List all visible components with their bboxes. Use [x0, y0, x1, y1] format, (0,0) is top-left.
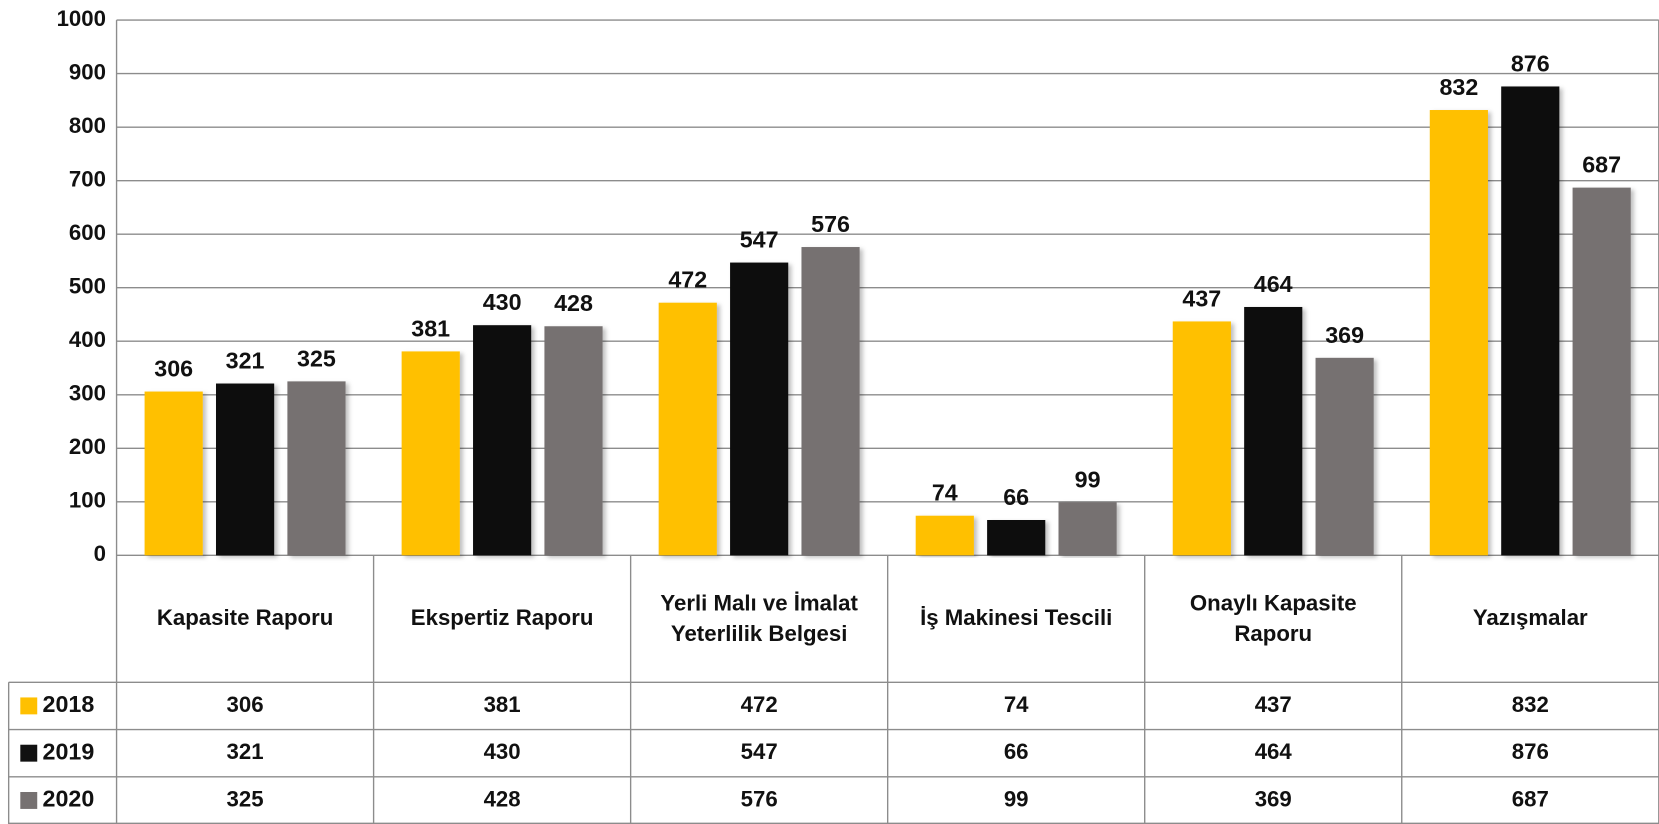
x-tick-label: İş Makinesi Tescili: [920, 606, 1113, 631]
bar: [658, 302, 717, 556]
table-value: 428: [484, 786, 521, 811]
y-tick-label: 800: [69, 113, 106, 138]
bar: [987, 520, 1046, 556]
bar: [1244, 306, 1303, 556]
x-tick-label-box: Yazışmalar: [1472, 606, 1588, 631]
legend-swatch: [20, 792, 38, 809]
data-label: 321: [226, 348, 265, 374]
table-value: 464: [1255, 739, 1293, 764]
y-tick-label: 100: [69, 488, 106, 513]
x-tick-label-box: İş Makinesi Tescili: [920, 606, 1113, 631]
table-value: 321: [227, 739, 264, 764]
data-label: 472: [668, 267, 707, 293]
x-tick-label: Yazışmalar: [1472, 606, 1588, 631]
x-tick-label-box: Ekspertiz Raporu: [410, 606, 594, 631]
table-value: 74: [1004, 692, 1029, 717]
table-value: 66: [1004, 739, 1029, 764]
y-tick-label: 600: [69, 220, 106, 245]
bar: [730, 262, 789, 556]
x-tick-label-box: Onaylı Kapasite Raporu: [1189, 590, 1357, 647]
x-tick-label: Yerli Malı ve İmalat Yeterlilik Belgesi: [660, 590, 858, 647]
y-tick-label: 1000: [57, 6, 106, 31]
table-value: 472: [741, 692, 778, 717]
table-value: 369: [1255, 786, 1292, 811]
bar: [287, 381, 346, 556]
table-value: 687: [1512, 786, 1549, 811]
data-label: 99: [1075, 466, 1101, 492]
table-value: 430: [484, 739, 521, 764]
table-value: 547: [741, 739, 778, 764]
y-tick-label: 300: [69, 381, 106, 406]
data-label: 74: [932, 480, 958, 506]
legend-label: 2019: [43, 738, 95, 764]
y-tick-label: 900: [69, 59, 106, 84]
bar: [1429, 110, 1488, 556]
data-label: 381: [411, 315, 450, 341]
data-label: 430: [483, 289, 522, 315]
bar: [401, 351, 460, 556]
data-label: 428: [554, 290, 593, 316]
x-tick-label-box: Yerli Malı ve İmalat Yeterlilik Belgesi: [660, 590, 858, 647]
legend-label: 2020: [43, 786, 95, 812]
data-label: 876: [1511, 50, 1550, 76]
x-tick-label: Ekspertiz Raporu: [410, 606, 594, 631]
data-label: 464: [1254, 271, 1293, 297]
bar: [215, 383, 275, 556]
data-label: 66: [1003, 484, 1029, 510]
legend-label: 2018: [43, 691, 95, 717]
table-value: 437: [1255, 692, 1292, 717]
data-label: 687: [1582, 152, 1621, 178]
y-tick-label: 400: [69, 327, 106, 352]
data-label: 325: [297, 345, 336, 371]
data-label: 547: [740, 227, 779, 253]
table-value: 576: [741, 786, 778, 811]
data-label: 437: [1182, 285, 1221, 311]
y-tick-label: 200: [69, 434, 106, 459]
grid: [116, 19, 1659, 557]
y-tick-label: 700: [69, 167, 106, 192]
bar: [1058, 502, 1117, 556]
y-tick-label: 0: [94, 541, 106, 566]
table-value: 832: [1512, 692, 1549, 717]
y-tick-label: 500: [69, 274, 106, 299]
data-label: 306: [154, 356, 193, 382]
table-value: 381: [484, 692, 521, 717]
x-tick-label-box: Kapasite Raporu: [156, 606, 334, 631]
table-value: 99: [1004, 786, 1029, 811]
bar: [1315, 357, 1374, 556]
bar: [801, 247, 860, 556]
bar: [1501, 86, 1560, 556]
table-value: 325: [227, 786, 264, 811]
data-label: 576: [811, 211, 850, 237]
x-tick-label: Kapasite Raporu: [156, 606, 334, 631]
legend-swatch: [20, 744, 38, 762]
bar: [473, 325, 532, 556]
bar: [1572, 187, 1631, 556]
bar: [544, 326, 603, 556]
table-value: 306: [227, 692, 264, 717]
x-tick-label: Onaylı Kapasite Raporu: [1189, 590, 1357, 647]
table-value: 876: [1512, 739, 1549, 764]
legend-swatch: [20, 697, 38, 715]
data-label: 369: [1325, 322, 1364, 348]
data-label: 832: [1439, 74, 1478, 100]
bar: [1172, 321, 1231, 556]
bar: [144, 391, 203, 556]
bar: [915, 515, 974, 556]
